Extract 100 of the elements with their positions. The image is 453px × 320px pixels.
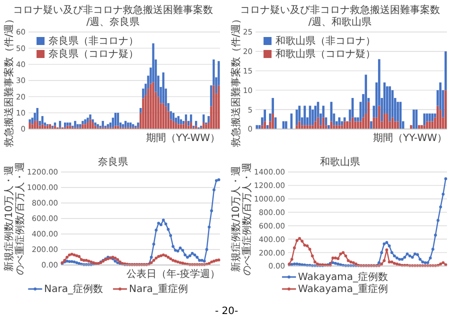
- bar: [343, 121, 346, 129]
- bar: [296, 110, 298, 126]
- y-axis-title: 救急搬送困難事案数（件/週）: [3, 14, 15, 148]
- bar: [304, 106, 306, 126]
- bar: [261, 125, 264, 129]
- bar: [28, 119, 31, 123]
- bar: [79, 124, 82, 128]
- bar: [92, 122, 94, 129]
- bar: [124, 120, 127, 128]
- legend-label: 奈良県（非コロナ）: [48, 35, 139, 47]
- bar: [396, 121, 399, 129]
- bar: [122, 124, 124, 128]
- bar: [82, 124, 84, 129]
- bar: [436, 106, 439, 129]
- bar: [164, 106, 167, 129]
- bar: [212, 85, 215, 129]
- bar: [69, 122, 72, 126]
- bar: [106, 124, 109, 128]
- bar: [431, 121, 434, 129]
- bar: [312, 125, 314, 129]
- bar: [362, 117, 364, 129]
- bar: [130, 122, 132, 128]
- bar: [346, 121, 348, 129]
- bar: [340, 121, 344, 126]
- bar: [54, 122, 56, 126]
- bar: [41, 116, 44, 124]
- bar: [412, 110, 415, 129]
- bar: [264, 110, 266, 122]
- bar: [137, 122, 140, 128]
- bar: [272, 98, 274, 114]
- bar: [338, 117, 340, 126]
- bar: [170, 111, 172, 120]
- bar: [328, 125, 330, 129]
- bar: [114, 112, 117, 126]
- bar: [76, 124, 79, 128]
- bar: [296, 125, 298, 129]
- chart-title: コロナ疑い及び非コロナ救急搬送困難事案数/週、奈良県: [13, 4, 213, 28]
- bar: [86, 118, 89, 123]
- chart-title: 和歌山県: [320, 156, 360, 168]
- bar: [304, 125, 306, 129]
- bar: [58, 120, 62, 128]
- bar: [336, 125, 338, 129]
- bar: [184, 114, 188, 121]
- bar: [343, 117, 346, 122]
- bar: [96, 124, 99, 128]
- x-axis-title: 公表日（年-疫学週）: [126, 268, 220, 280]
- bar: [378, 106, 380, 129]
- bar: [94, 122, 96, 126]
- bar: [190, 114, 192, 123]
- chart-title: 奈良県: [98, 156, 128, 168]
- legend-label: Wakayama_重症例: [298, 283, 388, 295]
- bar: [177, 116, 180, 124]
- bar: [434, 113, 436, 118]
- legend-label: Wakayama_症例数: [298, 271, 388, 283]
- bar: [162, 103, 164, 129]
- legend-label: 奈良県（コロナ疑）: [48, 48, 139, 60]
- bar: [428, 113, 431, 122]
- bar: [66, 122, 69, 126]
- bar: [370, 121, 372, 129]
- bar: [86, 122, 89, 129]
- bar: [444, 51, 447, 90]
- bar: [84, 124, 86, 129]
- bar: [28, 122, 31, 129]
- bar: [394, 121, 396, 129]
- bar: [195, 120, 198, 126]
- bar: [354, 121, 356, 129]
- bar: [431, 113, 434, 122]
- bar: [272, 113, 274, 129]
- bar: [284, 121, 288, 129]
- bar: [162, 72, 164, 104]
- bar: [116, 112, 120, 126]
- bar: [82, 120, 84, 124]
- bar: [172, 112, 174, 121]
- x-axis-title: 期間（YY-WW）: [372, 132, 447, 144]
- bar: [269, 113, 272, 122]
- bar: [102, 120, 104, 128]
- bar: [312, 110, 314, 126]
- bar: [210, 85, 212, 106]
- legend-label: 和歌山県（非コロナ）: [276, 35, 376, 47]
- bar: [74, 120, 76, 128]
- bar: [152, 82, 154, 129]
- y-axis-title: 新規症例数/10万人・週のべ重症例数/百万人・週: [230, 162, 253, 276]
- bar: [428, 121, 431, 129]
- bar: [420, 125, 423, 129]
- bar: [439, 110, 442, 129]
- bar: [89, 114, 92, 120]
- bar: [264, 121, 266, 129]
- bar: [354, 117, 356, 122]
- bar: [84, 119, 86, 124]
- bar: [208, 116, 210, 123]
- bar: [89, 119, 92, 129]
- bar: [142, 98, 144, 129]
- bar: [330, 121, 332, 129]
- bar: [92, 119, 94, 123]
- legend-label: Nara_症例数: [44, 283, 103, 295]
- bar: [140, 108, 142, 113]
- text: - 20-: [214, 306, 238, 317]
- legend-label: Nara_重症例: [129, 283, 188, 295]
- bar: [388, 86, 391, 122]
- bar: [126, 122, 130, 128]
